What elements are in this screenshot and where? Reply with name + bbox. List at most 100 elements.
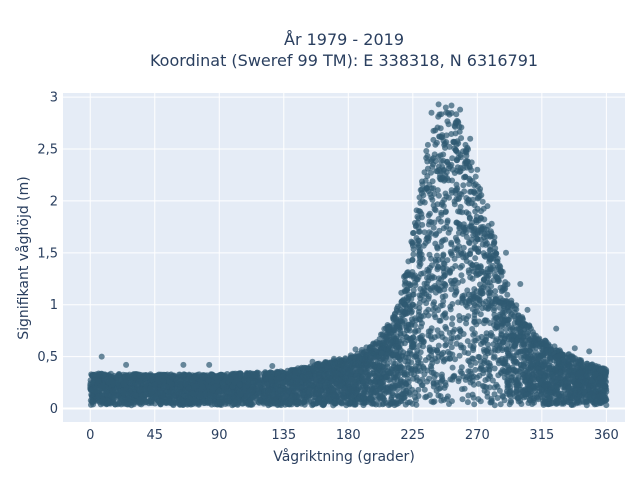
scatter-point: [421, 386, 428, 393]
scatter-point: [424, 266, 431, 273]
scatter-point: [498, 272, 505, 279]
scatter-point: [476, 354, 483, 361]
scatter-point: [320, 401, 327, 408]
scatter-point: [451, 326, 458, 333]
scatter-point: [351, 353, 358, 360]
scatter-point: [446, 330, 453, 336]
scatter-point: [491, 239, 498, 246]
scatter-point: [495, 360, 502, 367]
chart-title-line1: År 1979 - 2019: [284, 30, 404, 49]
scatter-point: [441, 311, 448, 318]
scatter-point: [424, 141, 431, 148]
scatter-point: [472, 359, 479, 366]
scatter-point: [513, 387, 520, 394]
scatter-point: [479, 305, 486, 312]
scatter-point: [442, 144, 448, 151]
scatter-point: [390, 392, 396, 399]
scatter-point: [482, 241, 489, 248]
scatter-point: [504, 291, 511, 298]
scatter-point: [437, 317, 444, 324]
scatter-point: [494, 395, 501, 401]
scatter-point: [442, 342, 449, 349]
scatter-point: [505, 308, 512, 315]
scatter-point: [406, 335, 413, 342]
scatter-point: [471, 337, 478, 344]
scatter-point: [421, 169, 428, 176]
scatter-point: [444, 158, 451, 165]
scatter-point: [434, 252, 440, 259]
scatter-point: [444, 118, 451, 125]
scatter-point: [520, 371, 527, 378]
scatter-point: [464, 338, 471, 345]
scatter-point: [252, 393, 259, 400]
scatter-point: [503, 326, 510, 333]
scatter-point: [410, 251, 417, 258]
scatter-point: [460, 182, 467, 189]
scatter-point: [409, 239, 416, 246]
scatter-point: [422, 394, 429, 401]
scatter-point: [466, 250, 473, 257]
scatter-point: [409, 386, 416, 393]
scatter-point: [439, 199, 446, 206]
scatter-point: [435, 216, 442, 222]
scatter-point: [448, 110, 455, 116]
scatter-point: [420, 312, 427, 319]
scatter-point: [403, 380, 409, 387]
scatter-point: [446, 269, 453, 275]
scatter-point: [574, 394, 580, 401]
scatter-point: [491, 384, 498, 391]
scatter-point: [520, 334, 527, 340]
scatter-point: [498, 268, 504, 275]
scatter-point: [501, 397, 508, 404]
scatter-point: [474, 205, 481, 212]
scatter-point: [404, 309, 411, 316]
scatter-point: [443, 395, 450, 402]
scatter-point: [409, 256, 416, 263]
scatter-point: [479, 198, 486, 205]
scatter-point: [465, 392, 472, 399]
scatter-point: [411, 353, 418, 360]
scatter-point: [369, 370, 376, 377]
scatter-point: [426, 375, 433, 382]
scatter-point: [438, 351, 445, 358]
scatter-point: [465, 239, 472, 246]
scatter-point: [470, 196, 476, 203]
scatter-point: [437, 125, 444, 132]
scatter-point: [444, 219, 451, 226]
scatter-point: [403, 287, 410, 294]
scatter-point: [418, 214, 425, 221]
chart-title-line2: Koordinat (Sweref 99 TM): E 338318, N 63…: [150, 51, 538, 70]
scatter-point: [440, 237, 446, 244]
scatter-point: [546, 354, 553, 361]
scatter-point: [460, 244, 467, 251]
scatter-point: [442, 323, 449, 330]
scatter-point: [428, 398, 435, 405]
scatter-point: [410, 287, 417, 294]
scatter-point: [436, 287, 442, 294]
scatter-point: [428, 255, 435, 262]
scatter-point: [490, 354, 497, 361]
scatter-point: [425, 312, 432, 319]
scatter-point: [450, 334, 457, 341]
scatter-point: [469, 326, 476, 332]
scatter-point: [547, 389, 554, 396]
scatter-point: [469, 377, 476, 384]
scatter-point: [458, 364, 465, 371]
scatter-point: [410, 230, 416, 237]
scatter-point: [432, 207, 439, 214]
scatter-point: [497, 401, 504, 408]
scatter-point: [451, 372, 458, 379]
scatter-point: [525, 372, 532, 379]
scatter-point: [511, 393, 518, 400]
scatter-point: [521, 387, 528, 394]
scatter-point: [430, 202, 437, 209]
scatter-point: [490, 307, 497, 314]
scatter-point: [438, 158, 445, 165]
scatter-point: [483, 366, 490, 373]
scatter-point: [425, 293, 432, 300]
scatter-point: [455, 378, 462, 385]
scatter-point: [374, 396, 381, 403]
scatter-point: [443, 109, 450, 116]
scatter-point: [410, 246, 417, 253]
scatter-point: [446, 143, 453, 150]
